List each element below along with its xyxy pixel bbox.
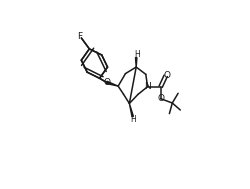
Text: H: H (134, 50, 139, 60)
Text: O: O (102, 78, 110, 87)
Polygon shape (129, 103, 133, 117)
Text: O: O (163, 71, 170, 80)
Text: F: F (77, 32, 82, 41)
Text: N: N (144, 82, 150, 91)
Polygon shape (135, 58, 136, 67)
Polygon shape (106, 81, 118, 86)
Text: O: O (156, 94, 164, 103)
Text: H: H (130, 115, 136, 124)
